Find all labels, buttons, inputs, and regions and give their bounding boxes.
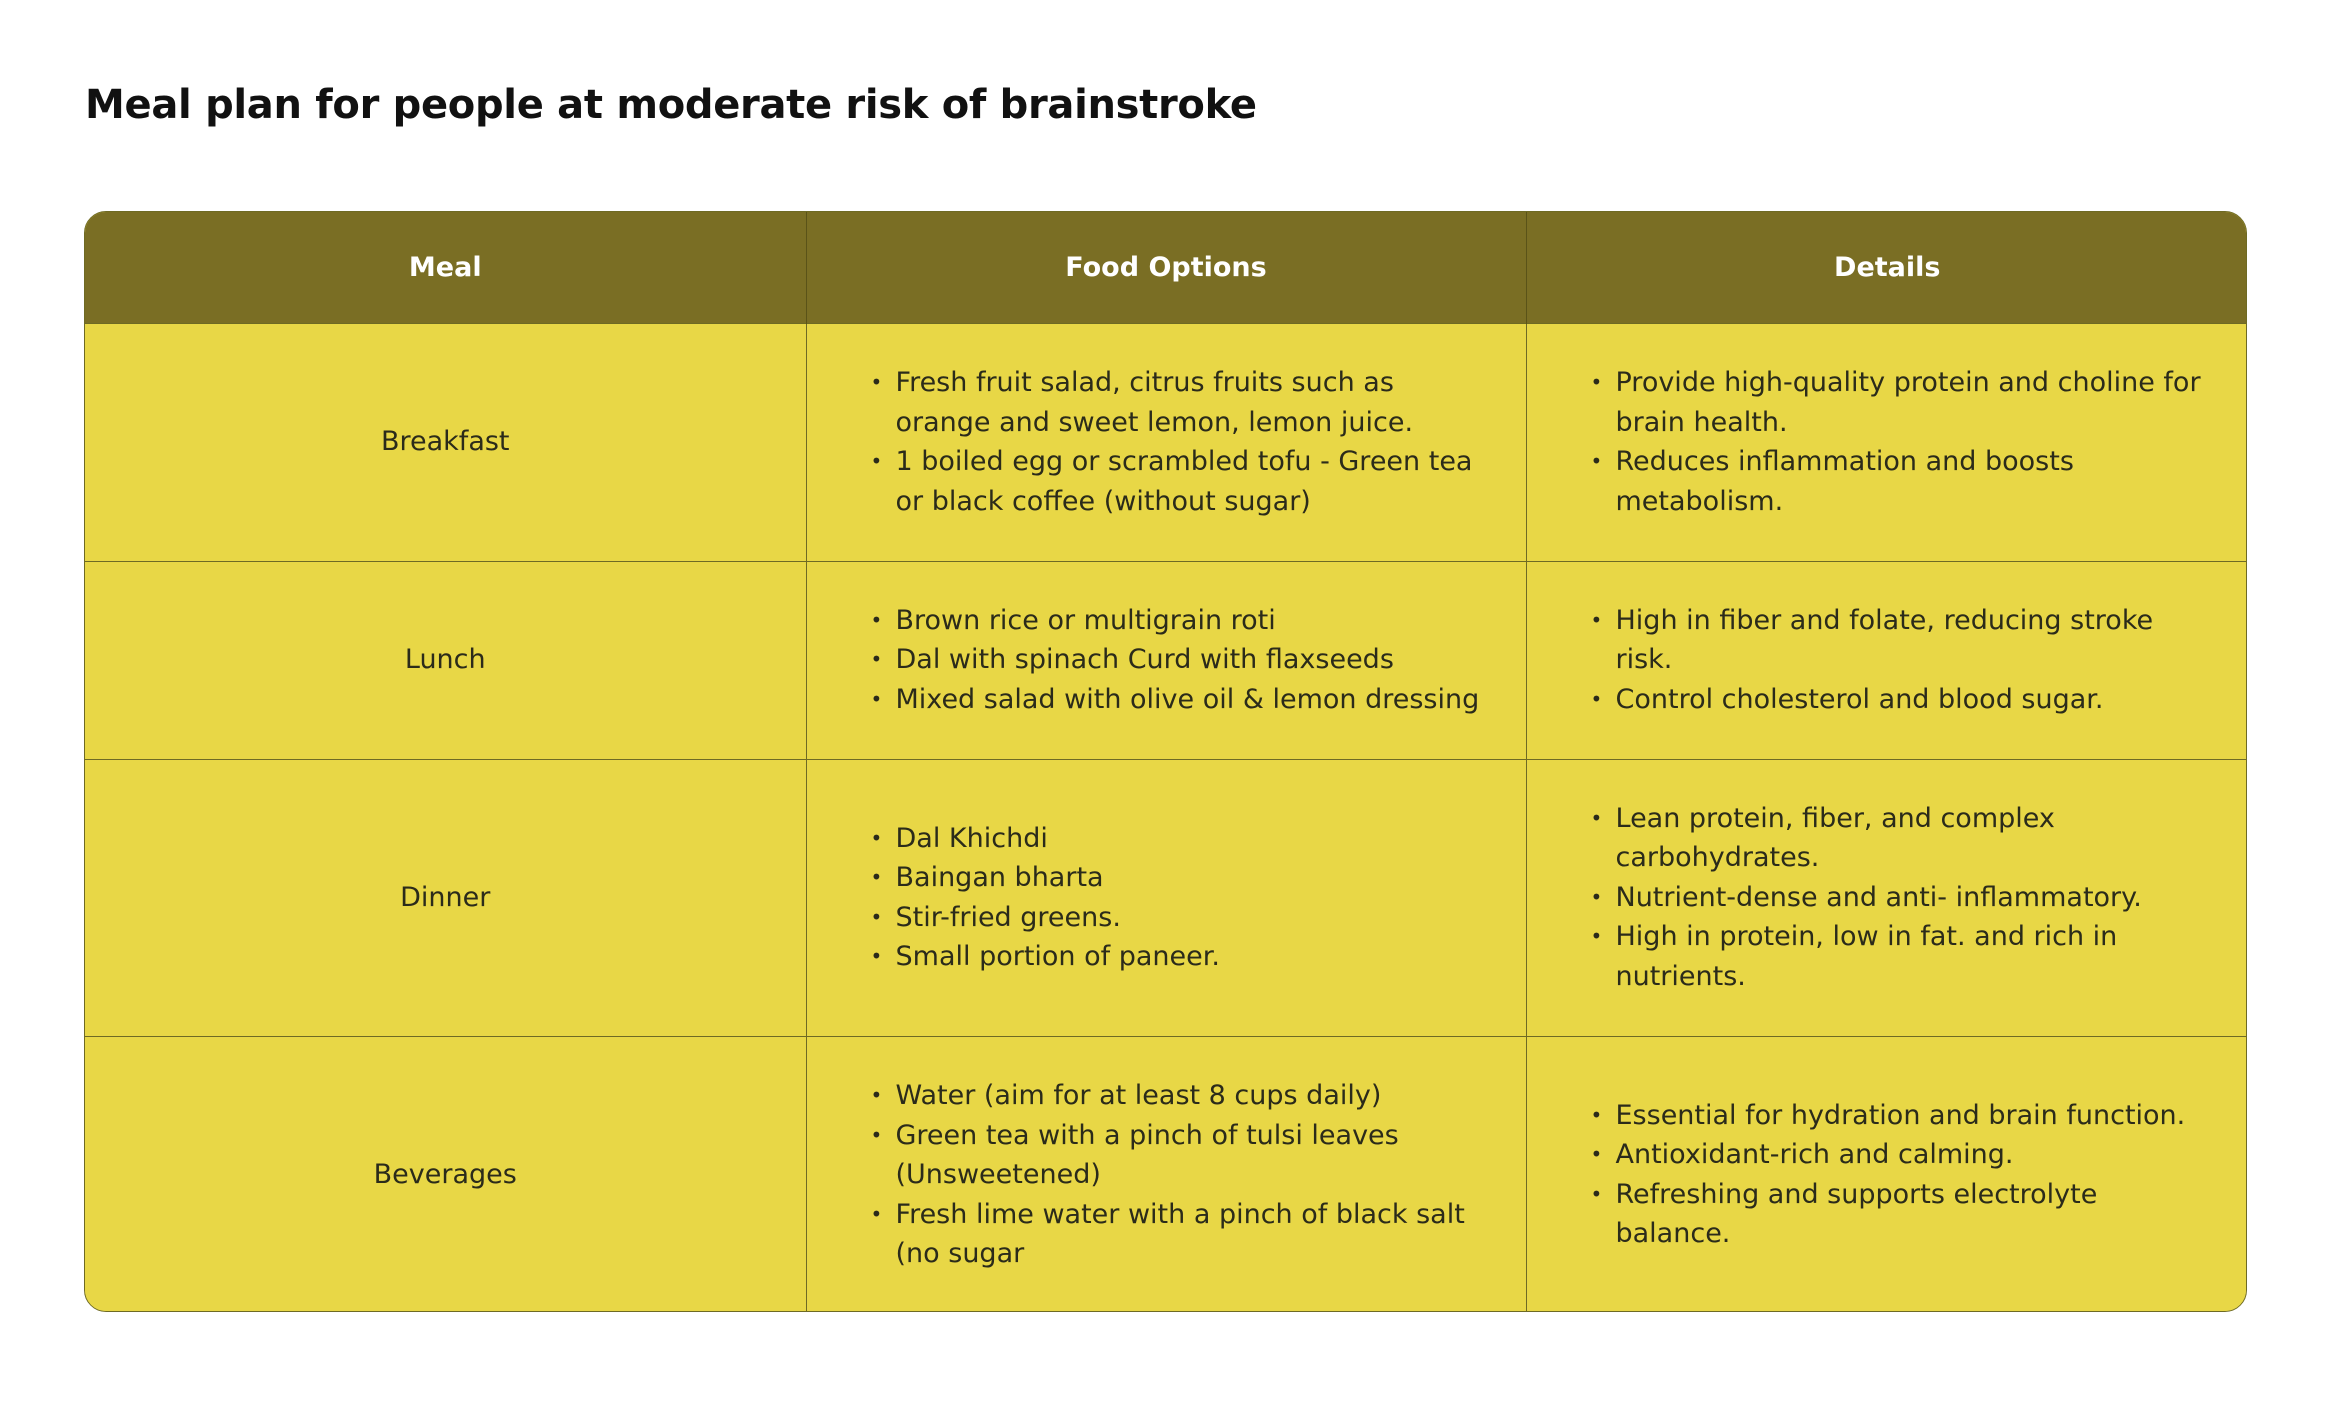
list-item: Stir-fried greens. — [871, 898, 1486, 938]
food-options-cell: Fresh fruit salad, citrus fruits such as… — [806, 322, 1527, 561]
list-item: Mixed salad with olive oil & lemon dress… — [871, 680, 1486, 720]
list-item: Baingan bharta — [871, 858, 1486, 898]
table-row: Breakfast Fresh fruit salad, citrus frui… — [85, 322, 2246, 561]
table-row: Dinner Dal Khichdi Baingan bharta Stir-f… — [85, 758, 2246, 1036]
list-item: Brown rice or multigrain roti — [871, 601, 1486, 641]
list-item: Provide high-quality protein and choline… — [1591, 363, 2209, 442]
details-list: High in fiber and folate, reducing strok… — [1591, 601, 2209, 720]
list-item: Control cholesterol and blood sugar. — [1591, 680, 2209, 720]
details-cell: Essential for hydration and brain functi… — [1526, 1035, 2246, 1311]
list-item: Green tea with a pinch of tulsi leaves (… — [871, 1116, 1486, 1195]
details-list: Lean protein, fiber, and complex carbohy… — [1591, 799, 2209, 997]
column-header-meal: Meal — [85, 212, 807, 323]
list-item: Antioxidant-rich and calming. — [1591, 1135, 2209, 1175]
list-item: 1 boiled egg or scrambled tofu - Green t… — [871, 442, 1486, 521]
food-options-list: Water (aim for at least 8 cups daily) Gr… — [871, 1076, 1486, 1274]
list-item: High in protein, low in fat. and rich in… — [1591, 917, 2209, 996]
list-item: Water (aim for at least 8 cups daily) — [871, 1076, 1486, 1116]
details-cell: High in fiber and folate, reducing strok… — [1526, 560, 2246, 759]
list-item: Dal with spinach Curd with flaxseeds — [871, 640, 1486, 680]
meal-cell: Breakfast — [85, 322, 807, 561]
list-item: Essential for hydration and brain functi… — [1591, 1096, 2209, 1136]
table-header-row: Meal Food Options Details — [85, 212, 2246, 323]
food-options-cell: Water (aim for at least 8 cups daily) Gr… — [806, 1035, 1527, 1311]
meal-cell: Lunch — [85, 560, 807, 759]
meal-plan-table: Meal Food Options Details Breakfast Fres… — [84, 211, 2247, 1312]
details-list: Essential for hydration and brain functi… — [1591, 1096, 2209, 1254]
details-cell: Provide high-quality protein and choline… — [1526, 322, 2246, 561]
column-header-food-options: Food Options — [806, 212, 1527, 323]
list-item: Dal Khichdi — [871, 819, 1486, 859]
column-header-details: Details — [1526, 212, 2246, 323]
details-list: Provide high-quality protein and choline… — [1591, 363, 2209, 521]
list-item: Fresh fruit salad, citrus fruits such as… — [871, 363, 1486, 442]
list-item: Nutrient-dense and anti- inflammatory. — [1591, 878, 2209, 918]
table-row: Lunch Brown rice or multigrain roti Dal … — [85, 560, 2246, 759]
food-options-cell: Dal Khichdi Baingan bharta Stir-fried gr… — [806, 758, 1527, 1036]
list-item: Fresh lime water with a pinch of black s… — [871, 1195, 1486, 1274]
table: Meal Food Options Details Breakfast Fres… — [85, 212, 2246, 1311]
meal-cell: Dinner — [85, 758, 807, 1036]
list-item: Refreshing and supports electrolyte bala… — [1591, 1175, 2209, 1254]
table-row: Beverages Water (aim for at least 8 cups… — [85, 1035, 2246, 1311]
list-item: High in fiber and folate, reducing strok… — [1591, 601, 2209, 680]
details-cell: Lean protein, fiber, and complex carbohy… — [1526, 758, 2246, 1036]
meal-cell: Beverages — [85, 1035, 807, 1311]
food-options-list: Fresh fruit salad, citrus fruits such as… — [871, 363, 1486, 521]
food-options-cell: Brown rice or multigrain roti Dal with s… — [806, 560, 1527, 759]
page-title: Meal plan for people at moderate risk of… — [85, 82, 1257, 128]
food-options-list: Brown rice or multigrain roti Dal with s… — [871, 601, 1486, 720]
list-item: Small portion of paneer. — [871, 937, 1486, 977]
food-options-list: Dal Khichdi Baingan bharta Stir-fried gr… — [871, 819, 1486, 977]
list-item: Lean protein, fiber, and complex carbohy… — [1591, 799, 2209, 878]
list-item: Reduces inflammation and boosts metaboli… — [1591, 442, 2209, 521]
